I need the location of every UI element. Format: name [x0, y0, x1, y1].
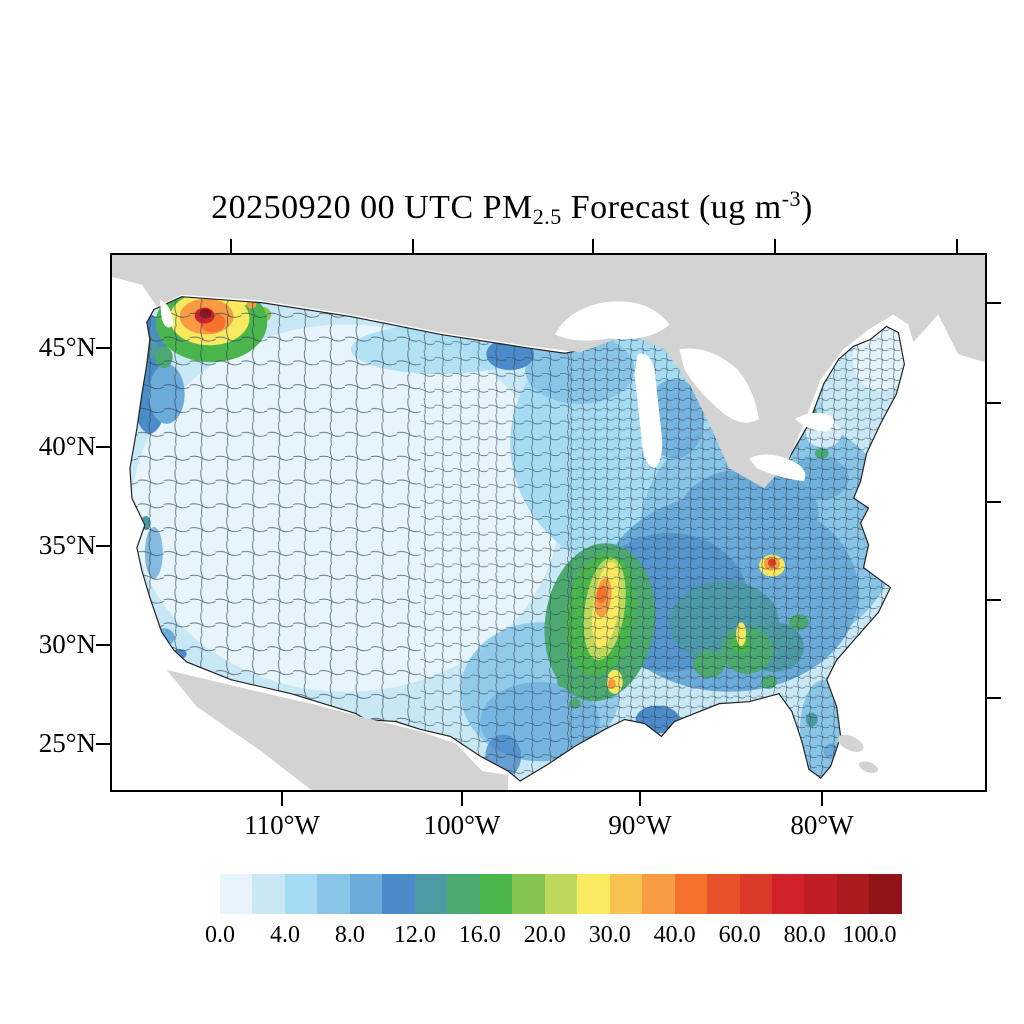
lon-tick-top	[592, 239, 594, 253]
colorbar-segment	[382, 874, 415, 914]
colorbar-segment	[771, 874, 805, 914]
title-text-3: )	[801, 189, 813, 226]
colorbar-tick-label: 20.0	[523, 922, 566, 948]
colorbar-segment	[414, 874, 448, 914]
lon-tick-top	[956, 239, 958, 253]
map-frame	[110, 253, 987, 792]
colorbar-tick-label: 30.0	[588, 922, 631, 948]
colorbar-segment	[512, 874, 545, 914]
lon-tick-label: 110°W	[244, 810, 320, 840]
great-lakes	[159, 299, 834, 482]
title-superscript: -3	[781, 186, 802, 211]
colorbar-segment	[220, 874, 253, 914]
lake-michigan	[634, 353, 663, 469]
colorbar-segment	[317, 874, 350, 914]
title-subscript: 2.5	[532, 204, 562, 229]
lat-tick-right	[987, 302, 1001, 304]
lat-tick-left	[96, 743, 110, 745]
colorbar-segment	[642, 874, 675, 914]
canada-landmass	[112, 255, 985, 489]
lon-tick-label: 80°W	[790, 810, 854, 840]
lon-tick-bottom	[821, 792, 823, 806]
colorbar	[220, 874, 902, 914]
mexico-landmass	[166, 669, 509, 790]
lat-tick-left	[96, 644, 110, 646]
colorbar-segment	[869, 874, 902, 914]
lon-tick-bottom	[639, 792, 641, 806]
county-grid-central	[420, 296, 570, 782]
lon-tick-bottom	[281, 792, 283, 806]
puget-sound	[159, 299, 174, 328]
colorbar-segment	[707, 874, 740, 914]
lake-ontario	[794, 412, 834, 432]
us-county-map	[112, 255, 985, 790]
colorbar-tick-label: 80.0	[783, 922, 826, 948]
lat-tick-label: 35°N	[38, 530, 96, 560]
lon-tick-label: 100°W	[423, 810, 501, 840]
lake-superior	[554, 301, 670, 341]
colorbar-segment	[479, 874, 513, 914]
offshore-islands	[837, 734, 879, 773]
colorbar-segment	[577, 874, 610, 914]
lake-huron	[679, 348, 760, 423]
colorbar-tick-label: 12.0	[393, 922, 436, 948]
title-text: 20250920 00 UTC PM	[211, 189, 533, 226]
colorbar-tick-label: 100.0	[842, 922, 897, 948]
colorbar-segment	[609, 874, 643, 914]
colorbar-tick-label: 16.0	[458, 922, 501, 948]
lake-erie	[749, 454, 806, 482]
colorbar-segment	[252, 874, 285, 914]
lat-tick-right	[987, 697, 1001, 699]
lon-tick-top	[230, 239, 232, 253]
lon-tick-top	[774, 239, 776, 253]
colorbar-segment	[804, 874, 837, 914]
colorbar-tick-label: 60.0	[718, 922, 761, 948]
lat-tick-left	[96, 545, 110, 547]
island-cuba-edge	[859, 761, 879, 773]
title-text-2: Forecast (ug m	[561, 189, 782, 226]
colorbar-segment	[447, 874, 480, 914]
colorbar-segment	[739, 874, 772, 914]
lat-tick-label: 25°N	[38, 728, 96, 758]
colorbar-segment	[284, 874, 318, 914]
lon-tick-label: 90°W	[608, 810, 672, 840]
lat-tick-right	[987, 402, 1001, 404]
colorbar-tick-label: 8.0	[334, 922, 365, 948]
island-bahamas	[837, 734, 864, 752]
colorbar-tick-label: 4.0	[269, 922, 300, 948]
lat-tick-left	[96, 347, 110, 349]
colorbar-tick-label: 0.0	[205, 922, 235, 948]
colorbar-tick-label: 40.0	[653, 922, 696, 948]
lat-tick-label: 30°N	[38, 629, 96, 659]
page-title: 20250920 00 UTC PM2.5 Forecast (ug m-3)	[0, 186, 1024, 230]
colorbar-segment	[836, 874, 870, 914]
lat-tick-label: 45°N	[38, 332, 96, 362]
colorbar-segment	[349, 874, 383, 914]
lat-tick-left	[96, 446, 110, 448]
lon-tick-top	[412, 239, 414, 253]
lat-tick-label: 40°N	[38, 431, 96, 461]
lat-tick-right	[987, 501, 1001, 503]
lon-tick-bottom	[461, 792, 463, 806]
colorbar-segment	[544, 874, 578, 914]
colorbar-segment	[674, 874, 708, 914]
lat-tick-right	[987, 599, 1001, 601]
